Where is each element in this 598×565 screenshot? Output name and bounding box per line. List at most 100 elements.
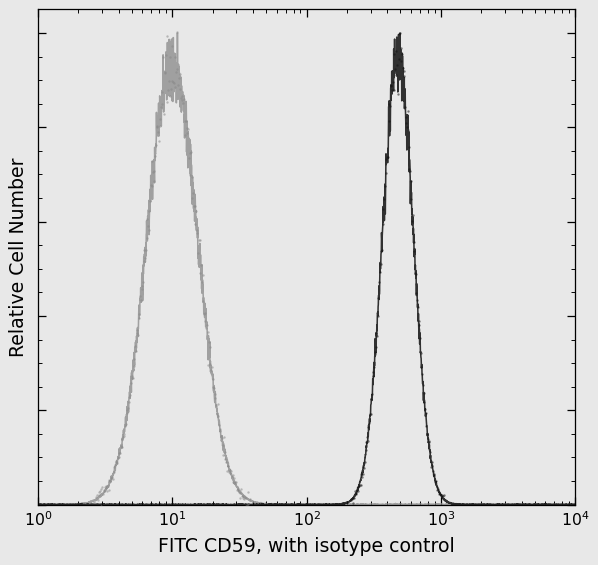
Point — [196, 261, 206, 270]
Point — [358, 462, 368, 471]
Point — [436, 490, 446, 499]
Point — [429, 470, 438, 479]
Point — [229, 474, 239, 483]
Point — [236, 485, 246, 494]
Point — [107, 472, 117, 481]
Point — [372, 332, 382, 341]
Point — [161, 50, 170, 59]
Point — [153, 128, 163, 137]
X-axis label: FITC CD59, with isotype control: FITC CD59, with isotype control — [158, 537, 454, 555]
Point — [429, 477, 439, 486]
Point — [129, 361, 138, 370]
Point — [198, 297, 208, 306]
Point — [414, 320, 423, 329]
Point — [179, 94, 188, 103]
Point — [116, 441, 126, 450]
Point — [185, 171, 195, 180]
Point — [407, 211, 417, 220]
Point — [351, 489, 361, 498]
Point — [103, 485, 113, 494]
Point — [145, 207, 154, 216]
Point — [373, 312, 382, 321]
Point — [155, 115, 165, 124]
Point — [105, 476, 114, 485]
Point — [97, 483, 107, 492]
Point — [150, 151, 160, 160]
Point — [396, 57, 405, 66]
Point — [172, 28, 182, 37]
Point — [435, 490, 444, 499]
Point — [114, 453, 123, 462]
Point — [234, 488, 243, 497]
Point — [384, 99, 393, 108]
Point — [184, 153, 193, 162]
Point — [100, 483, 109, 492]
Point — [354, 481, 364, 490]
Point — [199, 310, 209, 319]
Point — [152, 122, 161, 131]
Point — [109, 467, 119, 476]
Point — [194, 236, 204, 245]
Point — [166, 84, 175, 93]
Point — [425, 462, 435, 471]
Point — [200, 308, 210, 318]
Point — [133, 331, 142, 340]
Point — [369, 362, 379, 371]
Point — [390, 46, 400, 55]
Point — [399, 102, 409, 111]
Point — [227, 472, 236, 481]
Point — [346, 495, 355, 504]
Point — [174, 73, 184, 82]
Point — [96, 485, 106, 494]
Point — [216, 433, 226, 442]
Point — [234, 488, 244, 497]
Point — [241, 493, 251, 502]
Point — [366, 394, 376, 403]
Point — [410, 270, 420, 279]
Point — [219, 447, 229, 456]
Point — [416, 363, 426, 372]
Point — [400, 112, 410, 121]
Point — [411, 289, 420, 298]
Point — [385, 80, 395, 89]
Point — [362, 432, 371, 441]
Point — [218, 450, 228, 459]
Point — [215, 425, 225, 434]
Point — [350, 488, 360, 497]
Point — [380, 168, 390, 177]
Point — [147, 181, 156, 190]
Point — [401, 119, 411, 128]
Point — [187, 194, 196, 203]
Point — [169, 79, 178, 88]
Point — [200, 317, 209, 326]
Point — [212, 399, 222, 408]
Point — [106, 475, 115, 484]
Point — [131, 346, 141, 355]
Point — [392, 60, 401, 69]
Point — [157, 100, 166, 109]
Point — [134, 313, 144, 322]
Point — [201, 324, 210, 333]
Point — [225, 466, 234, 475]
Point — [349, 494, 358, 503]
Point — [408, 237, 418, 246]
Point — [398, 67, 408, 76]
Point — [416, 349, 425, 358]
Point — [157, 88, 167, 97]
Point — [169, 83, 179, 92]
Point — [376, 246, 386, 255]
Point — [190, 220, 199, 229]
Point — [236, 494, 245, 503]
Point — [99, 486, 108, 495]
Point — [379, 194, 389, 203]
Point — [124, 398, 133, 407]
Point — [164, 76, 173, 85]
Point — [398, 63, 407, 72]
Point — [203, 360, 213, 370]
Point — [154, 137, 163, 146]
Point — [203, 328, 212, 337]
Point — [102, 486, 112, 495]
Point — [164, 52, 174, 61]
Point — [435, 490, 445, 499]
Point — [196, 269, 205, 278]
